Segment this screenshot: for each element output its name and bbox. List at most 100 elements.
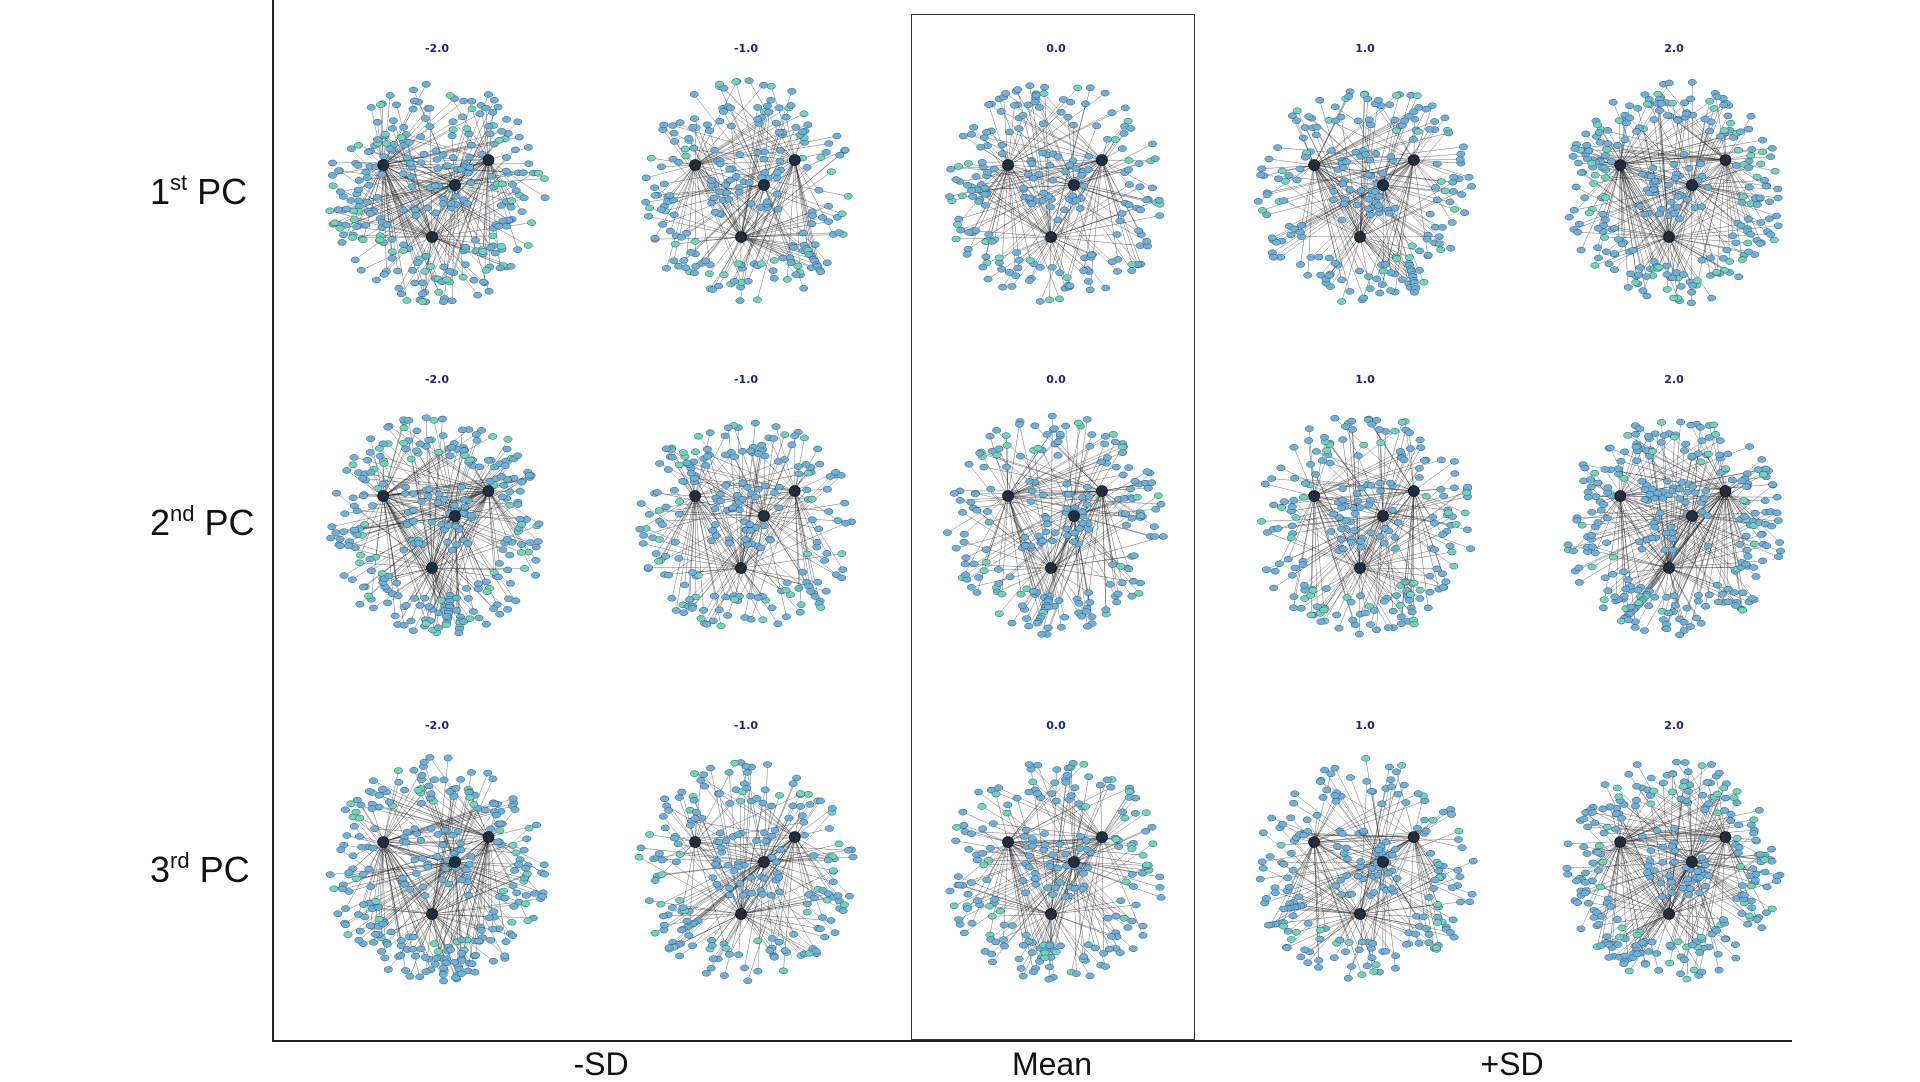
network-node — [721, 433, 729, 439]
network-node — [474, 586, 482, 592]
network-node — [1591, 262, 1599, 268]
network-node — [1379, 171, 1387, 177]
network-node — [1275, 561, 1283, 567]
network-node — [1670, 593, 1678, 599]
network-node — [1724, 586, 1732, 592]
network-node — [1705, 435, 1713, 441]
network-node — [464, 541, 472, 547]
network-node — [1322, 586, 1330, 592]
network-node — [1057, 624, 1065, 630]
network-node — [1277, 505, 1285, 511]
network-node — [401, 881, 409, 887]
network-node — [1574, 160, 1582, 166]
network-node — [1716, 133, 1724, 139]
network-hub-node — [1309, 491, 1320, 502]
network-node — [1687, 422, 1695, 428]
network-node — [824, 203, 832, 209]
network-node — [1064, 114, 1072, 120]
network-node — [1663, 286, 1671, 292]
network-node — [434, 165, 442, 171]
network-node — [422, 415, 430, 421]
network-node — [432, 210, 440, 216]
network-node — [1045, 297, 1053, 303]
network-node — [1603, 146, 1611, 152]
network-node — [336, 225, 344, 231]
network-node — [1380, 540, 1388, 546]
network-edge — [688, 496, 695, 606]
network-node — [375, 446, 383, 452]
network-node — [1050, 426, 1058, 432]
network-node — [1431, 184, 1439, 190]
network-node — [387, 929, 395, 935]
network-node — [412, 448, 420, 454]
network-node — [680, 610, 688, 616]
network-node — [1437, 247, 1445, 253]
network-node — [1767, 523, 1775, 529]
network-node — [1571, 146, 1579, 152]
network-hub-node — [690, 491, 701, 502]
network-node — [651, 235, 659, 241]
network-node — [352, 876, 360, 882]
network-node — [1016, 453, 1024, 459]
network-hub-node — [483, 155, 494, 166]
network-node — [1063, 481, 1071, 487]
network-node — [973, 590, 981, 596]
network-node — [1697, 459, 1705, 465]
cell-title: -2.0 — [425, 719, 449, 732]
network-node — [1287, 232, 1295, 238]
network-node — [1345, 94, 1353, 100]
network-node — [1676, 496, 1684, 502]
network-node — [1374, 202, 1382, 208]
network-node — [373, 137, 381, 143]
network-node — [338, 239, 346, 245]
network-node — [1662, 530, 1670, 536]
network-node — [366, 923, 374, 929]
network-node — [373, 119, 381, 125]
network-node — [364, 149, 372, 155]
network-node — [994, 566, 1002, 572]
network-node — [366, 211, 374, 217]
network-node — [337, 847, 345, 853]
network-node — [497, 243, 505, 249]
network-node — [1610, 225, 1618, 231]
network-node — [495, 223, 503, 229]
network-node — [721, 452, 729, 458]
network-node — [402, 602, 410, 608]
network-node — [484, 770, 492, 776]
network-node — [719, 109, 727, 115]
network-node — [1263, 192, 1271, 198]
network-node — [1682, 441, 1690, 447]
network-node — [516, 516, 524, 522]
network-node — [1565, 214, 1573, 220]
network-node — [815, 526, 823, 532]
network-node — [439, 842, 447, 848]
network-edge — [1669, 226, 1778, 237]
network-node — [1445, 130, 1453, 136]
network-node — [1056, 270, 1064, 276]
network-node — [1354, 118, 1362, 124]
network-node — [412, 870, 420, 876]
network-node — [767, 97, 775, 103]
network-node — [1143, 469, 1151, 475]
network-node — [835, 230, 843, 236]
network-edges — [1258, 92, 1471, 302]
network-node — [380, 154, 388, 160]
network-node — [1581, 465, 1589, 471]
network-node — [1119, 472, 1127, 478]
network-node — [686, 597, 694, 603]
network-node — [1601, 575, 1609, 581]
network-node — [523, 871, 531, 877]
network-node — [517, 542, 525, 548]
network-node — [1645, 603, 1653, 609]
network-node — [442, 613, 450, 619]
network-node — [1679, 272, 1687, 278]
network-node — [977, 144, 985, 150]
network-node — [990, 166, 998, 172]
network-node — [1386, 102, 1394, 108]
network-node — [1437, 457, 1445, 463]
network-node — [527, 220, 535, 226]
network-node — [496, 828, 504, 834]
network-node — [1325, 255, 1333, 261]
network-node — [1076, 526, 1084, 532]
network-node — [1747, 113, 1755, 119]
